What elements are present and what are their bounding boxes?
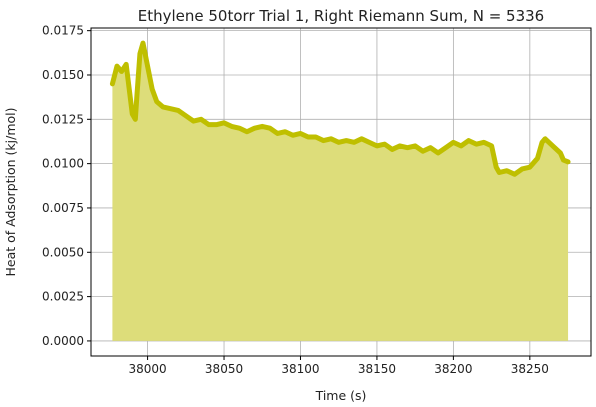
y-tick-label: 0.0175 (42, 24, 84, 38)
y-tick-label: 0.0000 (42, 334, 84, 348)
chart-title: Ethylene 50torr Trial 1, Right Riemann S… (138, 7, 544, 25)
x-axis-label: Time (s) (315, 388, 367, 403)
riemann-area (109, 40, 571, 341)
y-tick-label: 0.0075 (42, 201, 84, 215)
area-fill (112, 43, 569, 341)
x-tick-label: 38150 (358, 362, 396, 376)
y-tick-label: 0.0100 (42, 157, 84, 171)
y-tick-label: 0.0125 (42, 112, 84, 126)
x-tick-label: 38000 (128, 362, 166, 376)
series-line (109, 40, 571, 177)
y-tick-label: 0.0025 (42, 290, 84, 304)
x-tick-label: 38050 (205, 362, 243, 376)
y-axis-label: Heat of Adsorption (kj/mol) (3, 107, 18, 276)
plot-area-frame (90, 27, 592, 357)
y-tick-label: 0.0150 (42, 68, 84, 82)
x-tick-label: 38100 (281, 362, 319, 376)
axis-ticks: 38000 38050 38100 38150 38200 38250 0.0000 0.00… (42, 24, 549, 376)
x-tick-label: 38250 (511, 362, 549, 376)
y-tick-label: 0.0050 (42, 245, 84, 259)
x-tick-label: 38200 (434, 362, 472, 376)
